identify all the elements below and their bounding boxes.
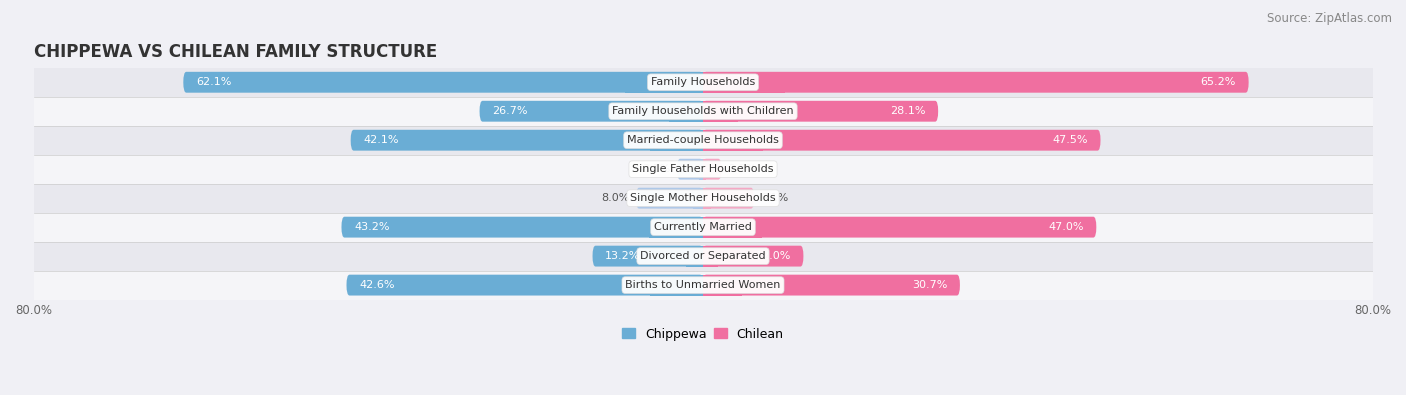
Text: 30.7%: 30.7% (912, 280, 948, 290)
FancyBboxPatch shape (703, 159, 721, 180)
Bar (650, 275, 703, 295)
Bar (703, 159, 706, 180)
Bar (34, 155, 1372, 184)
Text: Married-couple Households: Married-couple Households (627, 135, 779, 145)
Text: Source: ZipAtlas.com: Source: ZipAtlas.com (1267, 12, 1392, 25)
Text: Single Father Households: Single Father Households (633, 164, 773, 174)
FancyBboxPatch shape (678, 159, 703, 180)
Bar (703, 72, 785, 93)
Text: Single Mother Households: Single Mother Households (630, 193, 776, 203)
Text: 65.2%: 65.2% (1201, 77, 1236, 87)
Text: 26.7%: 26.7% (492, 106, 527, 116)
Text: Currently Married: Currently Married (654, 222, 752, 232)
Text: Births to Unmarried Women: Births to Unmarried Women (626, 280, 780, 290)
Bar (34, 271, 1372, 299)
Bar (34, 126, 1372, 155)
Bar (703, 130, 762, 150)
FancyBboxPatch shape (703, 188, 754, 209)
FancyBboxPatch shape (703, 275, 960, 295)
FancyBboxPatch shape (342, 217, 703, 237)
Bar (669, 101, 703, 122)
Bar (626, 72, 703, 93)
Text: Divorced or Separated: Divorced or Separated (640, 251, 766, 261)
Text: 43.2%: 43.2% (354, 222, 389, 232)
Text: 42.1%: 42.1% (363, 135, 399, 145)
FancyBboxPatch shape (703, 72, 1249, 93)
Bar (34, 213, 1372, 242)
Bar (34, 184, 1372, 213)
FancyBboxPatch shape (350, 130, 703, 150)
FancyBboxPatch shape (703, 246, 803, 267)
Text: 62.1%: 62.1% (195, 77, 231, 87)
Text: Family Households with Children: Family Households with Children (612, 106, 794, 116)
FancyBboxPatch shape (636, 188, 703, 209)
Bar (703, 246, 718, 267)
Text: 2.2%: 2.2% (728, 164, 756, 174)
Text: 47.5%: 47.5% (1053, 135, 1088, 145)
Bar (34, 68, 1372, 97)
Text: Family Households: Family Households (651, 77, 755, 87)
FancyBboxPatch shape (703, 130, 1101, 150)
Text: 13.2%: 13.2% (605, 251, 641, 261)
Legend: Chippewa, Chilean: Chippewa, Chilean (619, 324, 787, 344)
Bar (34, 242, 1372, 271)
FancyBboxPatch shape (346, 275, 703, 295)
Text: 28.1%: 28.1% (890, 106, 925, 116)
Text: 3.1%: 3.1% (643, 164, 671, 174)
Bar (650, 130, 703, 150)
Bar (648, 217, 703, 237)
Text: 6.1%: 6.1% (761, 193, 789, 203)
Bar (699, 159, 703, 180)
Bar (703, 188, 710, 209)
Bar (34, 97, 1372, 126)
Bar (703, 217, 762, 237)
Text: 8.0%: 8.0% (600, 193, 630, 203)
FancyBboxPatch shape (703, 101, 938, 122)
FancyBboxPatch shape (592, 246, 703, 267)
Bar (703, 101, 738, 122)
FancyBboxPatch shape (479, 101, 703, 122)
Bar (686, 246, 703, 267)
Bar (703, 275, 741, 295)
FancyBboxPatch shape (703, 217, 1097, 237)
FancyBboxPatch shape (183, 72, 703, 93)
Text: 12.0%: 12.0% (755, 251, 790, 261)
Bar (693, 188, 703, 209)
Text: 42.6%: 42.6% (359, 280, 395, 290)
Text: CHIPPEWA VS CHILEAN FAMILY STRUCTURE: CHIPPEWA VS CHILEAN FAMILY STRUCTURE (34, 43, 437, 61)
Text: 47.0%: 47.0% (1049, 222, 1084, 232)
